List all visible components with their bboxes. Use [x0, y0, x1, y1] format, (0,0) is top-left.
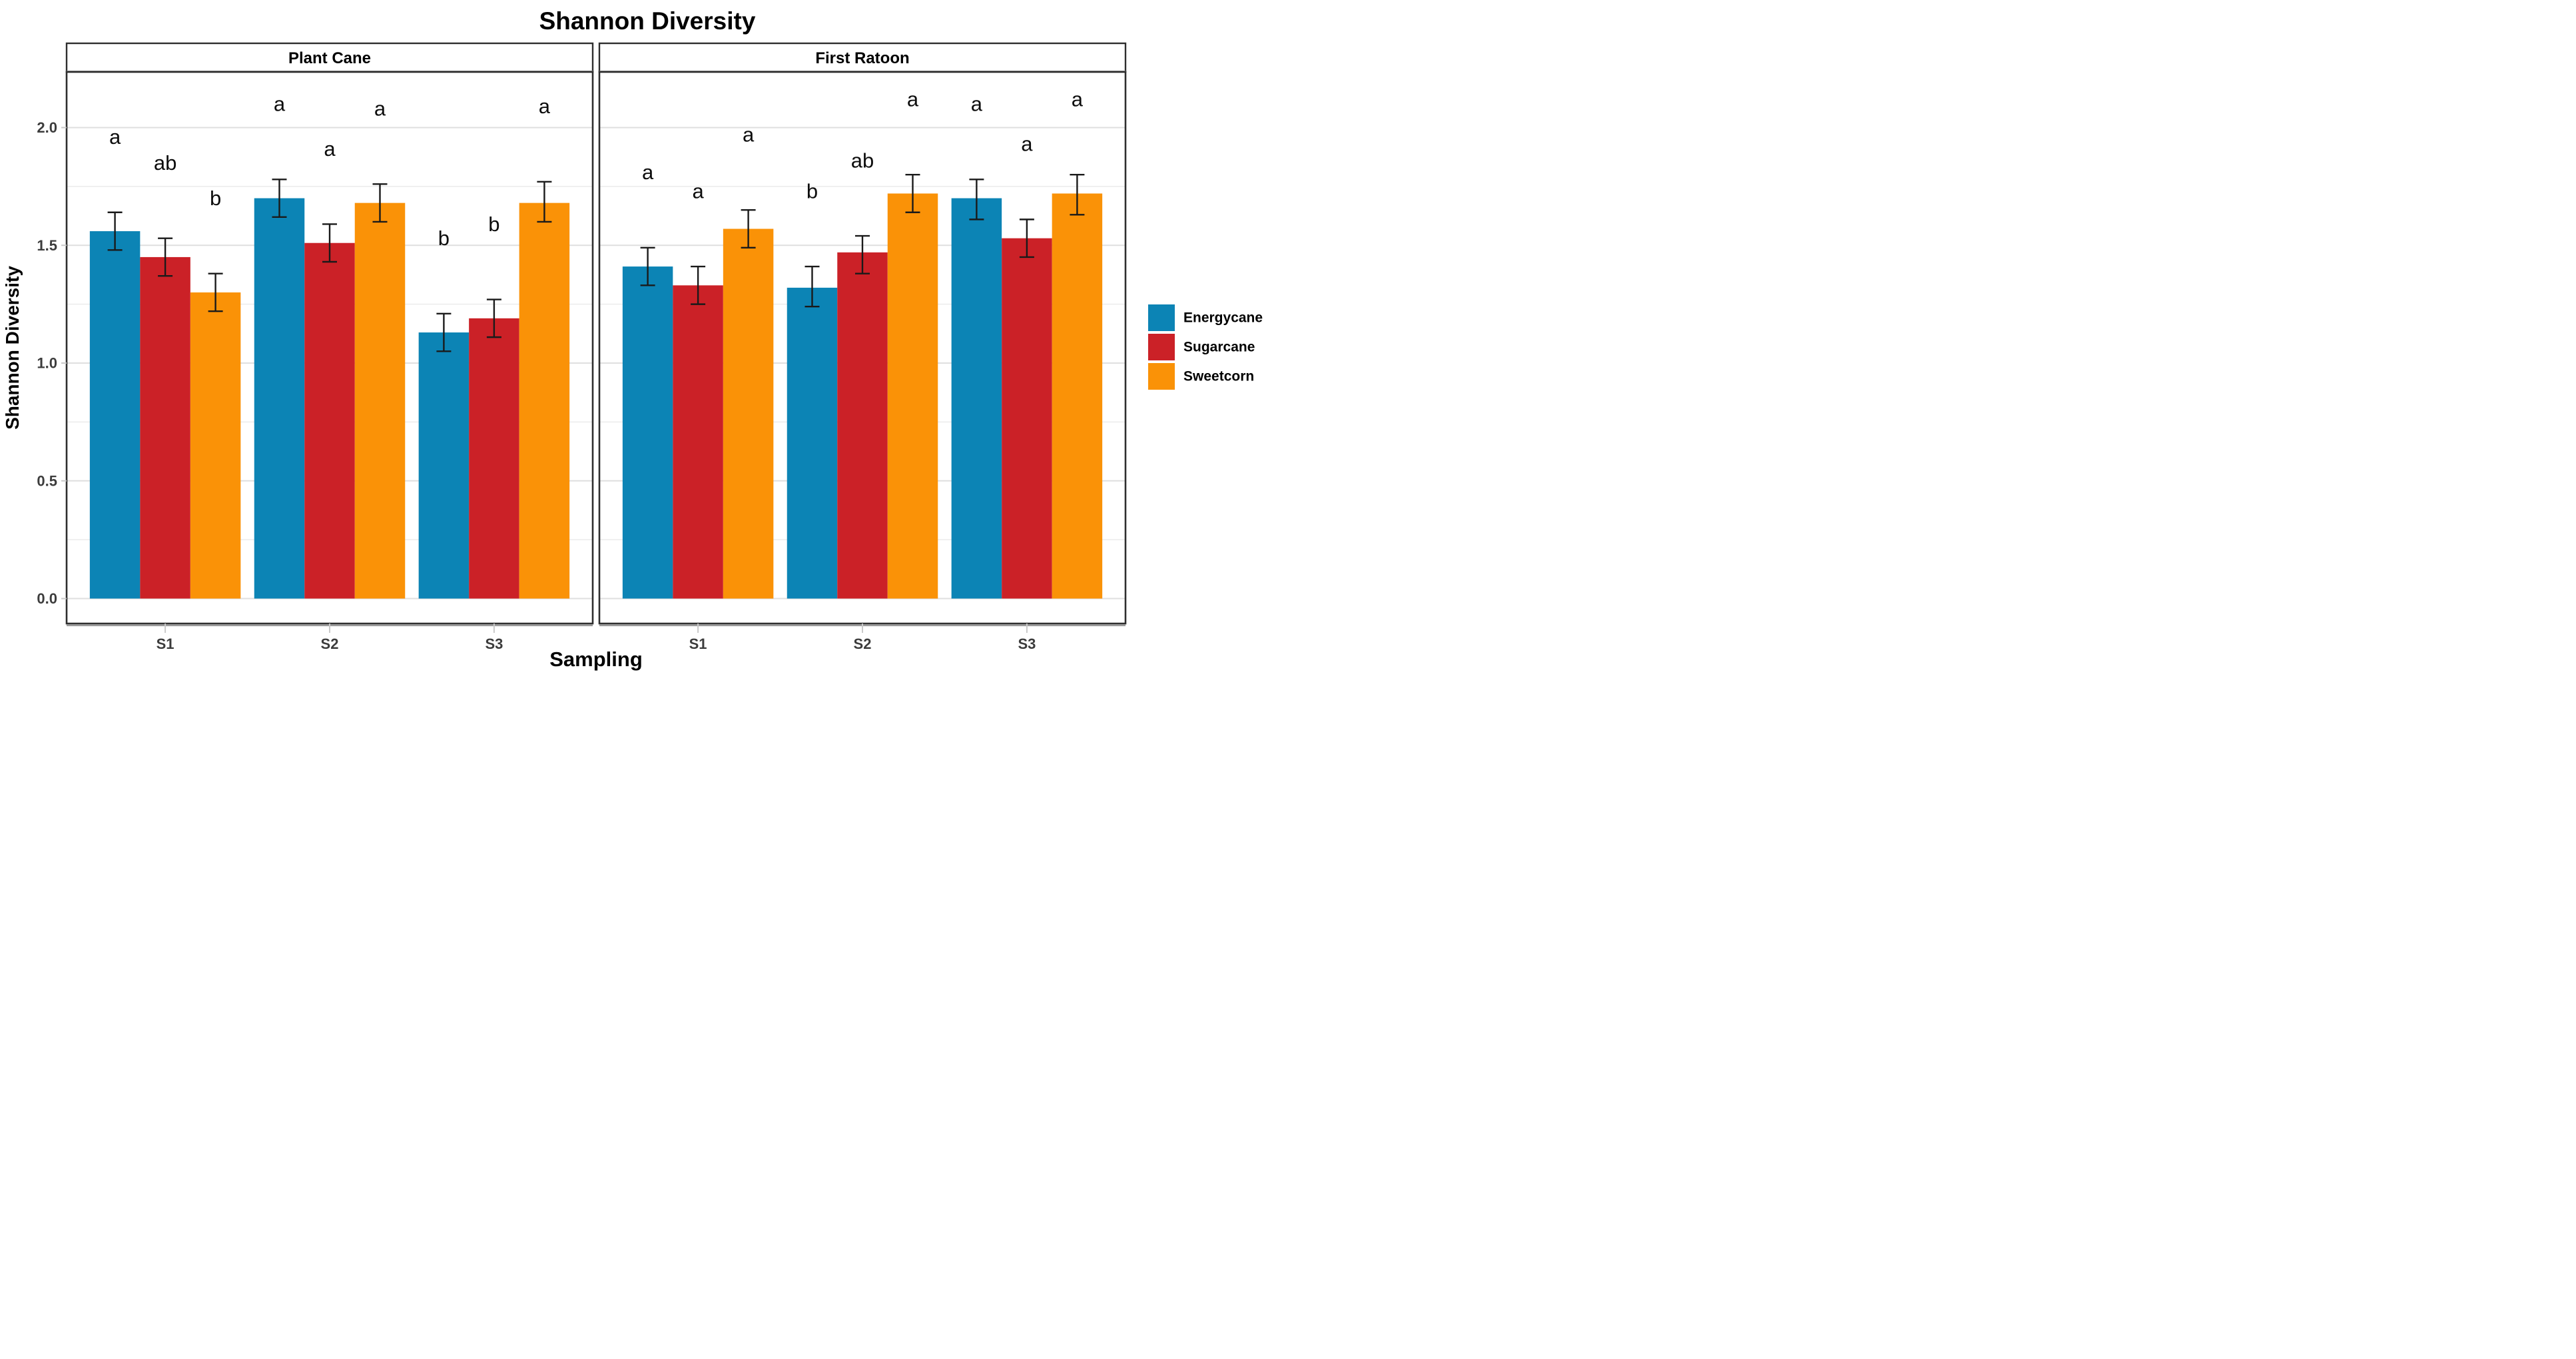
legend-swatch-sweetcorn [1148, 363, 1175, 390]
bar-sugarcane-s2 [837, 252, 888, 599]
bar-sugarcane-s1 [140, 256, 190, 599]
significance-letter: b [438, 226, 450, 250]
x-tick-label: S1 [689, 636, 707, 652]
chart-title: Shannon Diversity [539, 7, 756, 35]
significance-letter: a [374, 97, 386, 121]
significance-letter: a [642, 161, 654, 184]
significance-letter: a [109, 125, 121, 149]
x-tick-label: S3 [1018, 636, 1036, 652]
bar-sugarcane-s3 [469, 318, 519, 599]
bar-energycane-s2 [254, 198, 305, 599]
x-tick-label: S2 [321, 636, 339, 652]
significance-letter: a [274, 93, 286, 116]
y-tick-label: 0.5 [37, 472, 57, 489]
significance-letter: a [971, 93, 983, 116]
bar-energycane-s3 [951, 198, 1002, 599]
shannon-diversity-chart: Shannon Diversity Shannon Diversity Samp… [2, 7, 1263, 671]
y-tick-label: 1.0 [37, 355, 57, 372]
legend-label-sweetcorn: Sweetcorn [1183, 369, 1254, 384]
x-tick-label: S1 [157, 636, 174, 652]
significance-letter: a [539, 95, 551, 118]
significance-letter: a [1072, 88, 1084, 111]
bar-energycane-s3 [418, 332, 470, 599]
significance-letter: ab [851, 149, 874, 172]
legend-swatch-sugarcane [1148, 334, 1175, 360]
bar-sweetcorn-s2 [887, 193, 938, 599]
bar-sugarcane-s3 [1002, 238, 1052, 599]
bar-energycane-s2 [787, 287, 838, 599]
bar-sweetcorn-s3 [1052, 193, 1103, 599]
significance-letter: b [806, 179, 818, 203]
significance-letter: a [1021, 133, 1033, 156]
legend-layer: Energycane Sugarcane Sweetcorn [1148, 304, 1263, 390]
legend-label-sugarcane: Sugarcane [1183, 340, 1255, 355]
y-tick-label: 2.0 [37, 119, 57, 136]
significance-letter: a [692, 179, 704, 203]
y-tick-label: 1.5 [37, 237, 57, 254]
facet-strip [598, 42, 1127, 73]
x-axis-title: Sampling [549, 648, 643, 671]
facet-strip-label: First Ratoon [815, 49, 909, 67]
significance-letter: a [907, 88, 919, 111]
bar-energycane-s1 [89, 231, 141, 599]
y-tick-label: 0.0 [37, 590, 57, 607]
bar-sweetcorn-s1 [723, 228, 774, 599]
legend-swatch-energycane [1148, 304, 1175, 331]
bar-sweetcorn-s1 [190, 292, 241, 599]
significance-letter: b [488, 213, 499, 236]
legend-label-energycane: Energycane [1183, 310, 1263, 326]
significance-letter: b [210, 187, 221, 210]
facet-strip [65, 42, 594, 73]
axes-layer: S1 S2 S3 S1 S2 S3 0.0 0.5 1.0 1.5 2.0 [37, 119, 1036, 652]
significance-letter: ab [154, 151, 176, 175]
bar-energycane-s1 [622, 266, 673, 599]
facet-strip-label: Plant Cane [288, 49, 371, 67]
significance-letter: a [324, 137, 336, 161]
x-tick-label: S3 [485, 636, 503, 652]
y-axis-title: Shannon Diversity [2, 266, 23, 430]
x-tick-label: S2 [854, 636, 872, 652]
bar-sweetcorn-s3 [519, 203, 570, 599]
significance-letter: a [743, 123, 755, 147]
figure: Shannon Diversity Shannon Diversity Samp… [0, 0, 1288, 680]
bar-sweetcorn-s2 [354, 203, 406, 599]
bar-sugarcane-s2 [304, 242, 355, 599]
bar-sugarcane-s1 [673, 285, 723, 599]
